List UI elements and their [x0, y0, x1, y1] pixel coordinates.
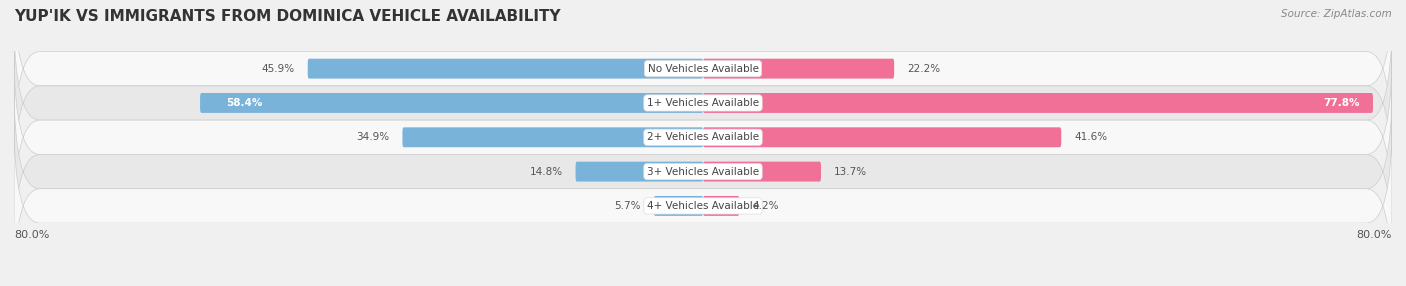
FancyBboxPatch shape: [703, 162, 821, 182]
Text: 13.7%: 13.7%: [834, 167, 868, 176]
Text: 1+ Vehicles Available: 1+ Vehicles Available: [647, 98, 759, 108]
FancyBboxPatch shape: [308, 59, 703, 79]
Text: 80.0%: 80.0%: [1357, 230, 1392, 240]
FancyBboxPatch shape: [402, 127, 703, 147]
FancyBboxPatch shape: [14, 17, 1392, 189]
FancyBboxPatch shape: [703, 196, 740, 216]
Text: 22.2%: 22.2%: [907, 64, 941, 74]
Legend: Yup'ik, Immigrants from Dominica: Yup'ik, Immigrants from Dominica: [576, 284, 830, 286]
Text: 45.9%: 45.9%: [262, 64, 295, 74]
Text: 3+ Vehicles Available: 3+ Vehicles Available: [647, 167, 759, 176]
Text: 4.2%: 4.2%: [752, 201, 779, 211]
Text: 41.6%: 41.6%: [1074, 132, 1108, 142]
FancyBboxPatch shape: [14, 86, 1392, 257]
Text: No Vehicles Available: No Vehicles Available: [648, 64, 758, 74]
Text: 34.9%: 34.9%: [356, 132, 389, 142]
FancyBboxPatch shape: [200, 93, 703, 113]
Text: 2+ Vehicles Available: 2+ Vehicles Available: [647, 132, 759, 142]
FancyBboxPatch shape: [654, 196, 703, 216]
FancyBboxPatch shape: [703, 127, 1062, 147]
FancyBboxPatch shape: [14, 51, 1392, 223]
Text: 5.7%: 5.7%: [614, 201, 641, 211]
Text: Source: ZipAtlas.com: Source: ZipAtlas.com: [1281, 9, 1392, 19]
Text: 80.0%: 80.0%: [14, 230, 49, 240]
Text: 4+ Vehicles Available: 4+ Vehicles Available: [647, 201, 759, 211]
Text: 77.8%: 77.8%: [1323, 98, 1360, 108]
Text: 14.8%: 14.8%: [530, 167, 562, 176]
FancyBboxPatch shape: [14, 120, 1392, 286]
FancyBboxPatch shape: [575, 162, 703, 182]
FancyBboxPatch shape: [703, 59, 894, 79]
FancyBboxPatch shape: [14, 0, 1392, 154]
Text: YUP'IK VS IMMIGRANTS FROM DOMINICA VEHICLE AVAILABILITY: YUP'IK VS IMMIGRANTS FROM DOMINICA VEHIC…: [14, 9, 561, 23]
FancyBboxPatch shape: [703, 93, 1374, 113]
Text: 58.4%: 58.4%: [226, 98, 263, 108]
